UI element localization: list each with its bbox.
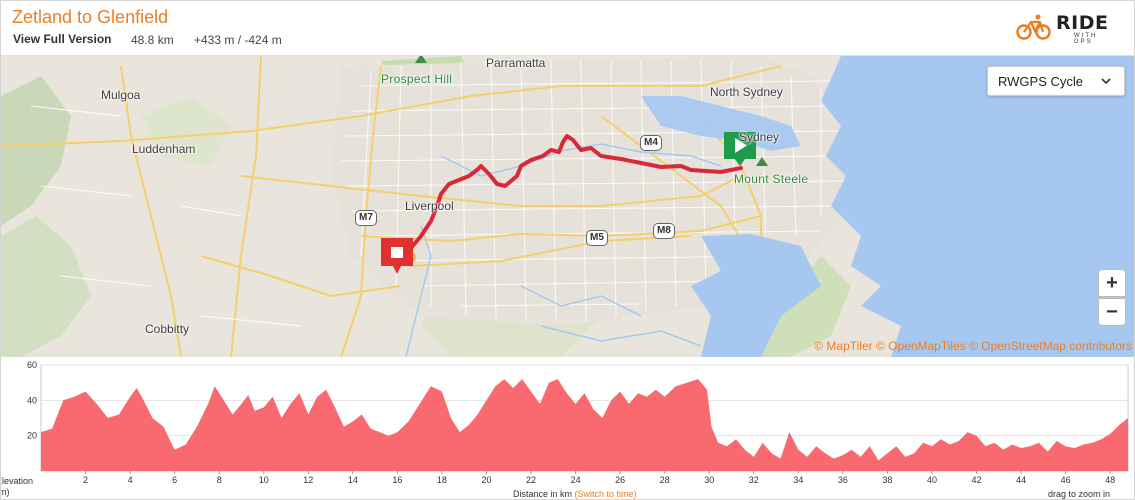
road-shield-m7: M7: [355, 210, 377, 226]
map-style-label: RWGPS Cycle: [998, 74, 1083, 89]
peak-icon: [415, 56, 427, 63]
elevation-x-tick-label: 16: [392, 475, 402, 485]
elevation-x-tick-label: 26: [615, 475, 625, 485]
place-parramatta: Parramatta: [486, 56, 546, 70]
place-mount-steele: Mount Steele: [734, 172, 809, 186]
elevation-x-tick-label: 2: [83, 475, 88, 485]
elevation-x-tick-label: 32: [749, 475, 759, 485]
elevation-y-tick-label: 40: [27, 395, 37, 405]
elevation-x-tick-label: 34: [793, 475, 803, 485]
elevation-area: [41, 379, 1128, 471]
route-distance: 48.8 km: [131, 33, 174, 47]
cyclist-icon: [1016, 14, 1051, 40]
distance-label: Distance in km: [513, 489, 573, 499]
route-title[interactable]: Zetland to Glenfield: [12, 7, 169, 27]
elevation-x-tick-label: 24: [571, 475, 581, 485]
start-marker-icon: [724, 132, 756, 166]
route-line: [395, 134, 743, 270]
place-north-sydney: North Sydney: [710, 85, 783, 99]
header: Zetland to Glenfield View Full Version 4…: [1, 1, 1134, 56]
map-basemap: [1, 56, 1134, 357]
view-full-version-link[interactable]: View Full Version: [13, 32, 112, 46]
ride-with-gps-logo[interactable]: RIDE WITH GPS: [1016, 11, 1108, 45]
road-shield-m5: M5: [586, 230, 608, 246]
map-style-select[interactable]: RWGPS Cycle: [987, 66, 1125, 96]
elevation-x-ticks: 2 4 6 8 10 12 14 16 18 20 22 24 26 28 30 32 34 36 38 40 42 44…: [83, 471, 1115, 485]
drag-to-zoom-hint: drag to zoom in: [1048, 489, 1111, 499]
logo-text: RIDE: [1056, 12, 1109, 34]
elevation-x-tick-label: 12: [303, 475, 313, 485]
attribution-maptiler-link[interactable]: © MapTiler: [814, 339, 873, 353]
elevation-x-tick-label: 44: [1016, 475, 1026, 485]
elevation-x-tick-label: 18: [437, 475, 447, 485]
elevation-x-tick-label: 4: [128, 475, 133, 485]
elevation-x-tick-label: 8: [217, 475, 222, 485]
end-marker-icon: [381, 238, 416, 274]
elevation-x-tick-label: 22: [526, 475, 536, 485]
elevation-x-tick-label: 46: [1061, 475, 1071, 485]
elevation-x-axis-label: Distance in km (Switch to time): [513, 489, 637, 499]
elevation-x-tick-label: 14: [348, 475, 358, 485]
chevron-down-icon: [1101, 78, 1111, 85]
elevation-x-tick-label: 38: [882, 475, 892, 485]
elevation-y-axis-label: Elevation (m): [0, 476, 34, 498]
elevation-x-tick-label: 36: [838, 475, 848, 485]
map-view[interactable]: Prospect Hill Parramatta Mulgoa Luddenha…: [1, 56, 1134, 357]
road-shield-m4: M4: [640, 135, 662, 151]
elevation-y-axis-label-line2: (m): [0, 487, 10, 497]
elevation-y-tick-label: 60: [27, 360, 37, 370]
elevation-y-tick-label: 20: [27, 431, 37, 441]
peak-icon: [756, 157, 768, 166]
route-elevation-gain: +433 m / -424 m: [194, 33, 282, 47]
place-luddenham: Luddenham: [132, 142, 196, 156]
zoom-out-button[interactable]: −: [1098, 298, 1126, 326]
elevation-x-tick-label: 40: [927, 475, 937, 485]
logo-subtext: WITH GPS: [1074, 33, 1098, 45]
elevation-x-tick-label: 30: [704, 475, 714, 485]
place-cobbitty: Cobbitty: [145, 322, 190, 336]
place-prospect-hill: Prospect Hill: [381, 72, 453, 86]
place-sydney: Sydney: [739, 130, 780, 144]
map-attribution: © MapTiler © OpenMapTiles © OpenStreetMa…: [814, 339, 1132, 353]
place-mulgoa: Mulgoa: [101, 88, 141, 102]
elevation-x-tick-label: 28: [660, 475, 670, 485]
elevation-x-tick-label: 6: [172, 475, 177, 485]
zoom-in-button[interactable]: +: [1098, 269, 1126, 297]
elevation-x-tick-label: 20: [481, 475, 491, 485]
switch-to-time-link[interactable]: (Switch to time): [574, 489, 637, 499]
elevation-x-tick-label: 48: [1105, 475, 1115, 485]
elevation-x-tick-label: 10: [259, 475, 269, 485]
road-shield-m8: M8: [653, 223, 675, 239]
elevation-y-axis-label-line1: Elevation: [1, 476, 34, 486]
attribution-openmaptiles-link[interactable]: © OpenMapTiles: [875, 339, 966, 353]
place-liverpool: Liverpool: [405, 199, 454, 213]
elevation-profile[interactable]: 60 40 20 2 4 6 8 10 12 14 16 18 20 22 24 26 28 30 32 34 36 3…: [1, 358, 1134, 499]
attribution-osm-link[interactable]: © OpenStreetMap contributors: [969, 339, 1132, 353]
elevation-x-tick-label: 42: [972, 475, 982, 485]
elevation-y-ticks: 60 40 20: [27, 360, 37, 441]
